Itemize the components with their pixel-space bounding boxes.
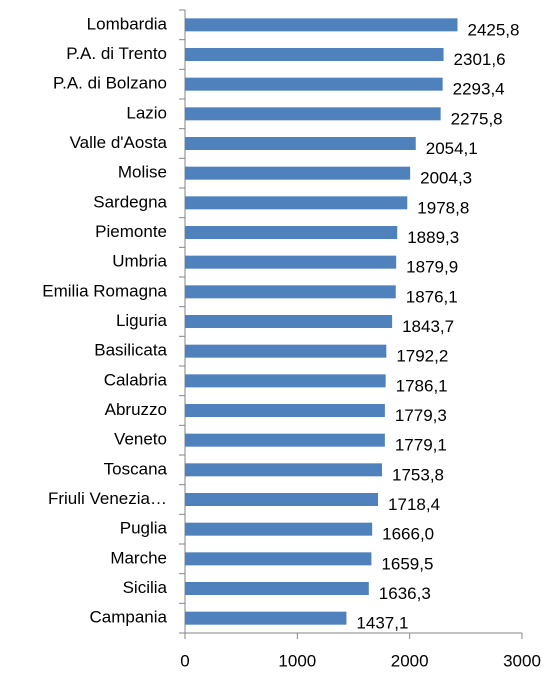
x-tick-label: 0 [180,651,189,670]
y-tick-label: Friuli Venezia… [48,489,167,508]
bar [185,315,393,328]
value-label: 1636,3 [379,584,431,603]
bar [185,107,441,121]
x-tick-label: 1000 [278,651,316,670]
y-tick-label: Lazio [126,103,167,122]
value-label: 1666,0 [382,525,434,544]
y-tick-label: Abruzzo [105,400,167,419]
value-label: 1753,8 [392,465,444,484]
value-label: 1786,1 [396,376,448,395]
bar [185,255,397,269]
bar [185,552,372,566]
bar [185,48,444,61]
y-tick-label: Valle d'Aosta [70,133,168,152]
value-label: 1437,1 [356,614,408,633]
value-label: 1659,5 [381,554,433,573]
y-tick-label: Calabria [104,370,168,389]
y-tick-label: Lombardia [87,14,168,33]
value-label: 1843,7 [402,317,454,336]
y-tick-label: Basilicata [94,341,167,360]
bar [185,522,373,536]
value-label: 2301,6 [454,50,506,69]
y-tick-label: Puglia [120,519,168,538]
value-label: 2054,1 [426,139,478,158]
y-tick-label: Emilia Romagna [42,281,167,300]
value-label: 1889,3 [407,228,459,247]
bar [185,404,385,417]
value-label: 1718,4 [388,495,440,514]
value-label: 2004,3 [420,169,472,188]
bar [185,285,396,299]
x-tick-label: 3000 [503,651,541,670]
y-tick-label: P.A. di Trento [66,44,167,63]
bar [185,137,416,150]
value-label: 2275,8 [451,109,503,128]
x-tick-label: 2000 [391,651,429,670]
y-tick-label: Molise [118,163,167,182]
value-label: 1978,8 [417,198,469,217]
value-label: 1779,3 [395,406,447,425]
value-label: 1879,9 [406,258,458,277]
y-tick-label: Veneto [114,430,167,449]
y-tick-label: P.A. di Bolzano [53,74,167,93]
value-label: 2293,4 [453,80,505,99]
bar [185,493,379,506]
y-tick-label: Toscana [104,459,168,478]
bar [185,226,398,239]
bar [185,344,387,358]
bar [185,374,386,388]
y-tick-label: Campania [90,608,168,627]
y-tick-label: Sicilia [123,578,168,597]
bar [185,196,408,210]
value-label: 1792,2 [396,347,448,366]
value-label: 1779,1 [395,436,447,455]
value-label: 2425,8 [467,20,519,39]
bar [185,77,443,91]
bar [185,433,385,447]
y-tick-label: Marche [110,548,167,567]
y-tick-label: Piemonte [95,222,167,241]
bar [185,463,383,477]
bar [185,611,347,625]
y-tick-label: Umbria [112,252,167,271]
y-tick-label: Sardegna [93,192,167,211]
bar [185,582,369,595]
y-tick-label: Liguria [116,311,168,330]
bar [185,166,411,180]
bar [185,18,458,32]
value-label: 1876,1 [406,287,458,306]
